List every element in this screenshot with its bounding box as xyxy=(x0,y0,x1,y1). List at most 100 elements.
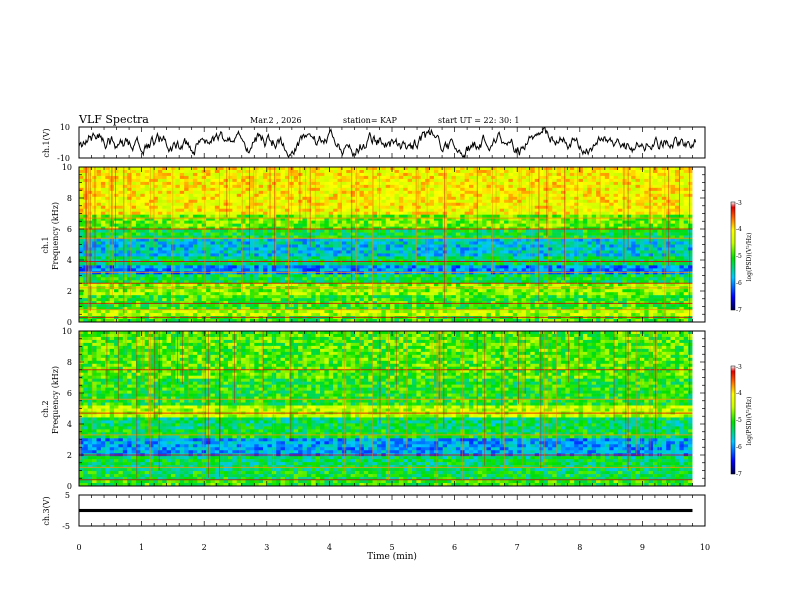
ch1-spec-cell xyxy=(162,268,167,272)
ch1-spec-cell xyxy=(626,229,632,233)
ch1-spec-cell xyxy=(350,265,356,269)
ch1-spec-cell xyxy=(561,199,566,204)
ch1-spec-cell xyxy=(657,241,663,245)
ch1-spec-cell xyxy=(679,223,685,227)
ch1-spec-cell xyxy=(420,223,426,227)
ch1-spec-cell xyxy=(135,199,141,204)
ch1-spec-cell xyxy=(197,202,202,207)
ch1-spec-cell xyxy=(92,259,97,263)
ch1-spec-cell xyxy=(552,235,557,239)
ch1-spec-cell xyxy=(495,247,500,251)
ch1-spec-cell xyxy=(504,262,509,266)
ch1-spec-cell xyxy=(464,256,470,260)
ch1-spec-cell xyxy=(263,241,268,245)
ch1-spec-cell xyxy=(232,262,238,266)
ch1-spec-cell xyxy=(429,226,435,230)
ch1-spec-cell xyxy=(530,202,536,207)
ch1-spec-cell xyxy=(162,229,167,233)
ch1-spec-cell xyxy=(157,169,163,174)
ch1-spec-cell xyxy=(661,256,667,260)
ch1-spec-cell xyxy=(131,217,137,221)
ch1-spec-cell xyxy=(451,187,457,192)
ch1-spec-cell xyxy=(210,190,216,195)
ch1-spec-cell xyxy=(320,229,325,233)
ch1-spec-cell xyxy=(320,241,325,245)
ch1-spec-cell xyxy=(412,184,417,189)
ch1-spec-cell xyxy=(267,226,273,230)
ch1-spec-cell xyxy=(254,223,259,227)
ch1-spec-cell xyxy=(525,238,531,242)
ch1-spec-cell xyxy=(381,262,387,266)
ch1-spec-cell xyxy=(648,196,654,201)
ch1-spec-cell xyxy=(521,238,527,242)
ch1-spec-cell xyxy=(219,178,224,183)
ch1-spec-cell xyxy=(495,259,500,263)
ch1-spec-cell xyxy=(587,235,592,239)
ch1-spec-cell xyxy=(653,199,658,204)
ch1-spec-cell xyxy=(254,208,259,213)
ch1-spec-cell xyxy=(105,193,110,198)
ch1-spec-cell xyxy=(582,235,588,239)
ch1-spec-cell xyxy=(236,235,242,239)
ch1-spec-cell xyxy=(482,178,487,183)
ch1-spec-cell xyxy=(201,259,207,263)
ch1-spec-cell xyxy=(521,253,527,257)
ch1-spec-cell xyxy=(455,211,461,215)
ch1-spec-cell xyxy=(324,220,330,224)
ch1-spec-cell xyxy=(276,244,281,248)
ch1-spec-cell xyxy=(416,184,422,189)
ch1-spec-cell xyxy=(96,199,102,204)
ch1-spec-cell xyxy=(482,220,487,224)
ch1-spec-cell xyxy=(157,172,163,177)
ch1-spec-cell xyxy=(337,244,343,248)
ch1-spec-cell xyxy=(302,184,308,189)
ch1-spec-cell xyxy=(245,256,251,260)
ch1-spec-cell xyxy=(569,169,575,174)
ch1-spec-cell xyxy=(368,202,373,207)
ch1-spec-cell xyxy=(582,175,588,180)
ch1-spec-cell xyxy=(131,169,137,174)
ch1-spec-cell xyxy=(670,253,676,257)
ch1-spec-cell xyxy=(578,184,584,189)
ch1-spec-cell xyxy=(420,187,426,192)
ch1-spec-cell xyxy=(135,250,141,254)
ch1-spec-cell xyxy=(596,169,601,174)
ch1-spec-cell xyxy=(162,175,167,180)
ch1-spec-cell xyxy=(604,244,610,248)
ch1-spec-cell xyxy=(280,205,286,210)
ch1-spec-cell xyxy=(320,220,325,224)
ch1-spec-cell xyxy=(368,229,373,233)
ch1-spec-cell xyxy=(153,211,159,215)
ch1-spec-cell xyxy=(153,223,159,227)
ch1-spec-cell xyxy=(355,244,360,248)
ch1-spec-cell xyxy=(363,226,369,230)
ch1-spec-cell xyxy=(368,193,373,198)
ch1-spec-cell xyxy=(412,265,417,269)
ch1-spec-cell xyxy=(688,199,693,204)
ch1-spec-cell xyxy=(420,241,426,245)
ch1-spec-cell xyxy=(653,229,658,233)
ch1-spec-cell xyxy=(311,178,316,183)
ch1-spec-cell xyxy=(171,256,176,260)
ch1-spec-cell xyxy=(118,253,124,257)
ch1-spec-cell xyxy=(144,196,150,201)
ch1-spec-cell xyxy=(236,238,242,242)
ch1-spec-cell xyxy=(578,205,584,210)
ch1-spec-cell xyxy=(359,181,365,186)
ch1-spec-cell xyxy=(171,187,176,192)
ch1-spec-cell xyxy=(679,175,685,180)
ch1-spec-cell xyxy=(674,226,680,230)
ch1-spec-cell xyxy=(175,181,181,186)
ch1-spec-cell xyxy=(412,167,417,171)
ch1-spec-cell xyxy=(525,208,531,213)
ch1-spec-cell xyxy=(350,208,356,213)
ch1-spec-cell xyxy=(284,262,290,266)
ch1-spec-cell xyxy=(622,262,628,266)
ch1-wave-ytick-bottom: -10 xyxy=(57,154,70,163)
ch1-spec-cell xyxy=(499,175,505,180)
ch1-spec-cell xyxy=(482,232,487,236)
ch1-spec-cell xyxy=(96,235,102,239)
ch1-spec-cell xyxy=(372,238,378,242)
ch1-spec-cell xyxy=(609,250,614,254)
ch1-spec-cell xyxy=(626,175,632,180)
